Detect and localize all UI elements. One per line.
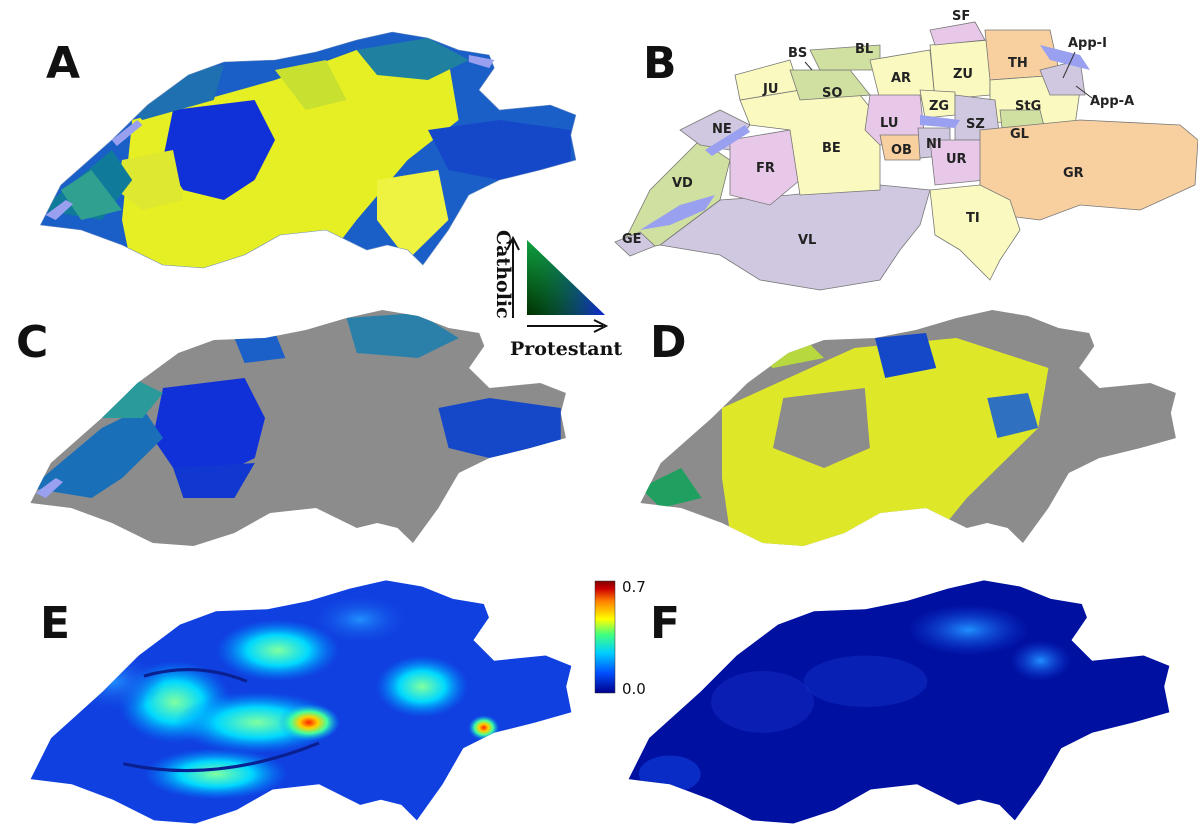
legend-protestant-label: Protestant	[510, 338, 622, 360]
canton-label-bl: BL	[855, 42, 873, 57]
canton-label-sf: SF	[952, 9, 970, 24]
canton-label-th: TH	[1008, 56, 1028, 71]
canton-label-stg: StG	[1015, 99, 1041, 114]
canton-label-ge: GE	[622, 232, 642, 247]
panel-a	[39, 31, 577, 269]
canton-label-gr: GR	[1063, 166, 1084, 181]
colorbar: 0.7 0.0	[594, 578, 646, 698]
panel-e	[30, 580, 572, 824]
leader-app-a	[1075, 85, 1093, 99]
canton-label-ob: OB	[891, 143, 912, 158]
canton-label-gl: GL	[1010, 127, 1029, 142]
canton-sf	[929, 21, 986, 46]
panel-d	[640, 310, 1176, 546]
lake-lucerne	[920, 115, 960, 128]
panel-letter-a: A	[46, 38, 80, 89]
panel-letter-c: C	[16, 317, 48, 368]
canton-label-zg: ZG	[929, 99, 949, 114]
panel-letter-e: E	[40, 598, 70, 649]
canton-label-app-a: App-A	[1090, 94, 1134, 109]
canton-label-vl: VL	[798, 233, 816, 248]
panel-letter-f: F	[650, 598, 680, 649]
lake-geneva	[640, 195, 715, 230]
panel-f	[628, 580, 1170, 824]
canton-label-app-i: App-I	[1068, 36, 1107, 51]
legend-arrow-up	[506, 235, 520, 318]
canton-label-ni: NI	[926, 137, 942, 152]
canton-label-sz: SZ	[966, 117, 985, 132]
canton-label-ju: JU	[762, 82, 778, 97]
canton-label-lu: LU	[880, 116, 898, 131]
canton-label-bs: BS	[788, 46, 807, 61]
canton-label-ne: NE	[712, 122, 732, 137]
leader-app-i	[1062, 51, 1076, 79]
legend-arrow-right	[527, 319, 609, 333]
lake-neuchatel	[705, 125, 750, 156]
panel-c	[30, 310, 566, 546]
canton-ge	[614, 231, 656, 257]
panel-letter-b: B	[643, 38, 677, 89]
lake-constance	[1040, 45, 1090, 70]
canton-label-vd: VD	[672, 176, 693, 191]
panel-b: SF BS BL App-I TH JU AR ZU SO App-A NE Z…	[614, 9, 1198, 291]
panel-letter-d: D	[650, 317, 687, 368]
canton-label-fr: FR	[756, 161, 775, 176]
leader-bs	[804, 61, 813, 71]
religion-legend: Catholic Protestant	[492, 230, 622, 360]
canton-ti	[929, 184, 1021, 281]
legend-catholic-label: Catholic	[492, 230, 514, 319]
canton-ob	[879, 134, 921, 161]
colorbar-max-label: 0.7	[622, 578, 646, 596]
colorbar-gradient	[594, 580, 616, 694]
canton-label-ti: TI	[966, 211, 980, 226]
canton-label-so: SO	[822, 86, 842, 101]
canton-label-zu: ZU	[953, 67, 973, 82]
canton-fr	[729, 129, 801, 206]
canton-label-be: BE	[822, 141, 841, 156]
canton-label-ar: AR	[891, 71, 911, 86]
canton-label-ur: UR	[946, 152, 967, 167]
colorbar-min-label: 0.0	[622, 680, 646, 698]
